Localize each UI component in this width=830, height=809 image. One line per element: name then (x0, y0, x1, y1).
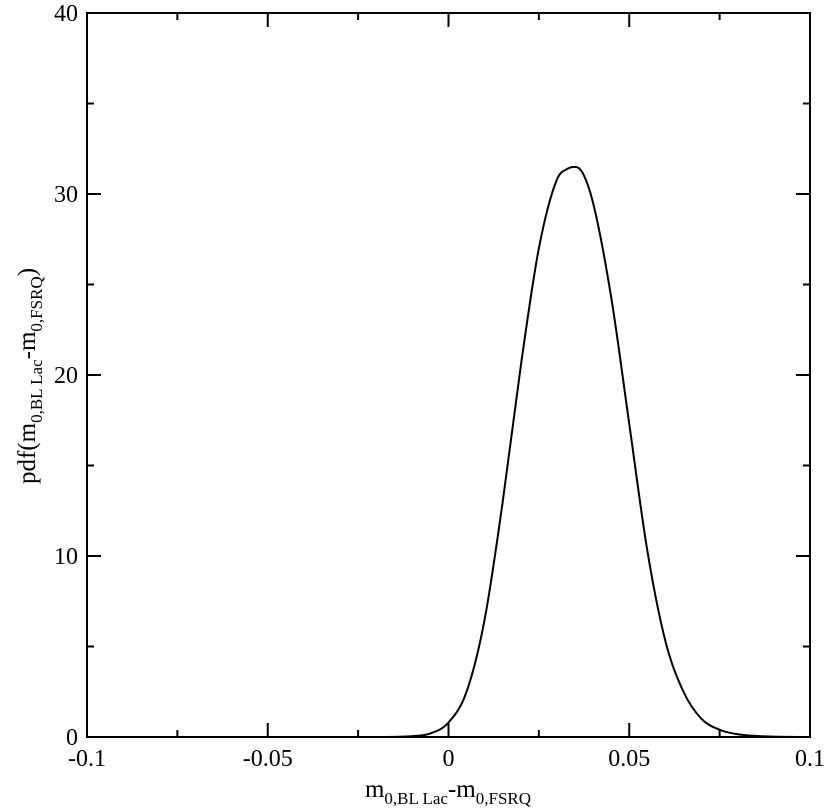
x-tick-label: 0.1 (795, 746, 825, 772)
x-axis-title-mid: -m (448, 776, 476, 803)
x-tick-label: -0.05 (243, 746, 293, 772)
y-axis-title-mid: -m (14, 331, 41, 359)
x-axis-title-base1: m (365, 776, 385, 803)
x-tick-label: 0 (443, 746, 455, 772)
tick-labels: -0.1 -0.05 0 0.05 0.1 0 10 20 30 40 (54, 1, 825, 772)
y-axis-title-sub1: 0,BL Lac (27, 359, 46, 423)
y-tick-label: 10 (54, 544, 78, 570)
y-tick-label: 40 (54, 1, 78, 27)
x-tick-label: 0.05 (608, 746, 650, 772)
x-tick-label: -0.1 (68, 746, 106, 772)
axis-ticks (86, 12, 811, 738)
y-axis-title: pdf(m0,BL Lac-m0,FSRQ) (14, 268, 46, 484)
y-axis-title-suffix: ) (14, 268, 41, 276)
x-axis-title-sub1: 0,BL Lac (384, 789, 448, 808)
y-tick-label: 30 (54, 182, 78, 208)
y-tick-label: 0 (66, 725, 78, 751)
y-tick-label: 20 (54, 363, 78, 389)
x-axis-title: m0,BL Lac-m0,FSRQ (365, 776, 531, 808)
pdf-curve (87, 165, 811, 739)
x-axis-title-sub2: 0,FSRQ (476, 789, 531, 808)
y-axis-title-sub2: 0,FSRQ (27, 276, 46, 331)
plot-frame (86, 12, 811, 738)
y-axis-title-prefix: pdf(m (14, 422, 41, 484)
